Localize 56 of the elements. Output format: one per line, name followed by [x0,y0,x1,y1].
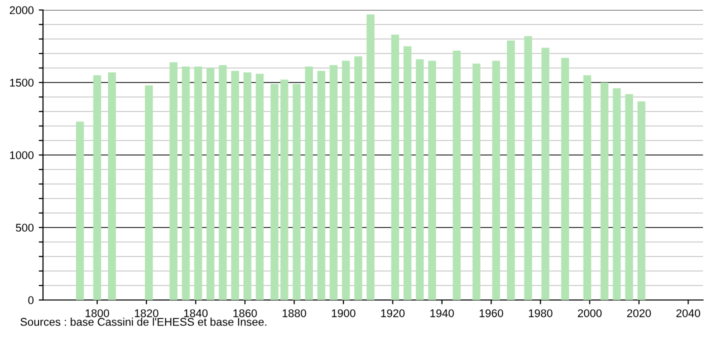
source-note: Sources : base Cassini de l'EHESS et base Insee. [20,318,266,326]
bar [243,72,252,300]
bar [472,64,480,300]
bar [182,66,190,300]
x-tick-label: 1940 [430,309,454,318]
bar [366,14,374,300]
bar [93,75,102,300]
y-tick-label: 1500 [10,78,34,87]
y-tick-label: 500 [16,224,34,232]
bar [342,60,350,300]
bar [317,70,326,300]
x-tick-label: 1840 [184,309,208,318]
bar [428,60,436,300]
bar [600,82,608,300]
x-tick-label: 1980 [528,309,552,318]
x-tick-label: 1800 [86,309,110,318]
x-tick-label: 2000 [578,309,602,318]
bar [305,66,313,300]
x-tick-label: 1960 [480,309,504,318]
bar [231,70,240,300]
bar [452,50,461,300]
bar [524,36,532,300]
bar [404,46,412,300]
bar [391,34,400,300]
x-tick-label: 1860 [233,309,257,318]
bar [292,84,301,300]
bar [270,84,278,300]
bar [108,72,116,300]
bar [541,48,550,300]
bar [144,85,153,300]
bar [218,65,227,300]
y-tick-label: 2000 [10,6,34,14]
bar [506,40,515,300]
y-tick-label: 0 [28,296,34,304]
bar [194,66,202,300]
bar [280,80,288,300]
x-tick-label: 1920 [381,309,405,318]
bar [583,75,592,300]
bar [637,101,646,300]
bar [612,88,621,300]
bar [76,122,84,300]
bar [492,60,500,300]
bar [561,58,570,300]
bar [256,74,264,300]
bar [206,68,214,300]
bar [354,56,362,300]
x-tick-label: 1820 [134,309,158,318]
bar [625,94,634,300]
y-tick-label: 1000 [10,151,34,160]
x-tick-label: 2040 [676,309,700,318]
bar [416,59,424,300]
x-tick-label: 2020 [627,309,651,318]
bar [170,62,178,300]
x-tick-label: 1900 [332,309,356,318]
bar [330,65,338,300]
x-tick-label: 1880 [282,309,306,318]
